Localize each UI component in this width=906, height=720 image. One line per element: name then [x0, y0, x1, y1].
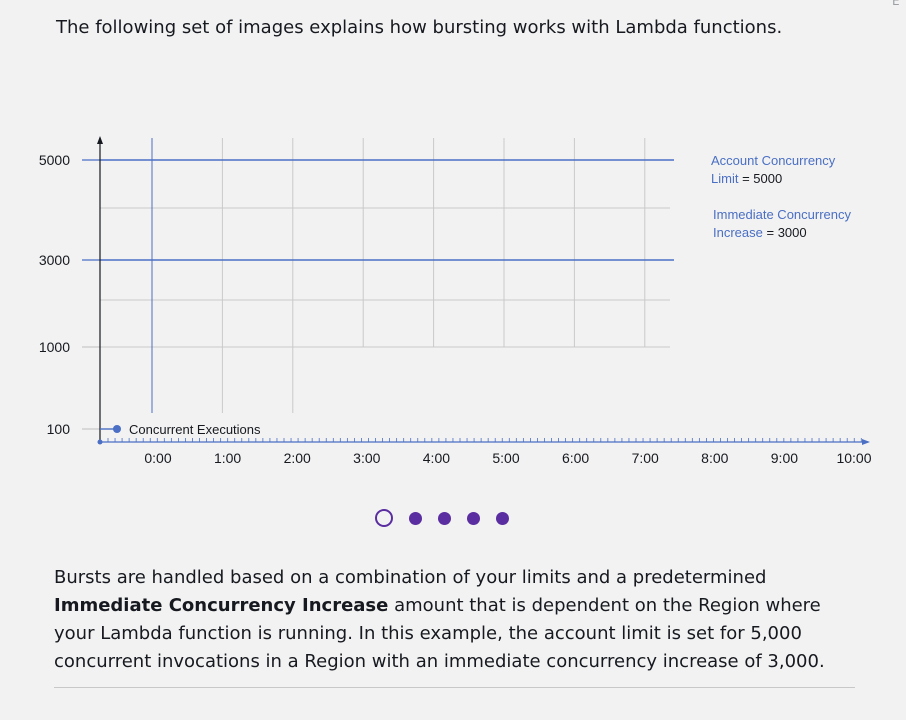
x-tick-label-10:00: 10:00 [836, 450, 871, 466]
annotation-account-limit-line1: Account Concurrency [711, 153, 836, 168]
series-label-0: Concurrent Executions [129, 422, 261, 437]
y-tick-label-5000: 5000 [39, 152, 70, 168]
slide-description: Bursts are handled based on a combinatio… [54, 564, 864, 676]
annotation-immediate-increase-value: = 3000 [766, 225, 807, 240]
annotation-account-limit: Account Concurrency Limit = 5000 [711, 152, 835, 188]
slide-pager [375, 509, 509, 527]
x-tick-label-7:00: 7:00 [632, 450, 659, 466]
x-tick-label-8:00: 8:00 [701, 450, 728, 466]
y-tick-label-100: 100 [47, 421, 71, 437]
divider [54, 687, 855, 688]
annotation-immediate-increase-line1: Immediate Concurrency [713, 207, 851, 222]
annotation-account-limit-label: Limit [711, 171, 739, 186]
description-bold: Immediate Concurrency Increase [54, 595, 389, 616]
burst-chart: 5000 3000 1000 100 0:00 1:00 2:00 3:00 4:00 5:00 6… [39, 136, 872, 466]
x-tick-label-9:00: 9:00 [771, 450, 798, 466]
x-tick-label-3:00: 3:00 [353, 450, 380, 466]
pager-dot-1[interactable] [375, 509, 393, 527]
y-tick-label-1000: 1000 [39, 339, 70, 355]
annotation-immediate-increase-label: Increase [713, 225, 763, 240]
x-tick-label-2:00: 2:00 [284, 450, 311, 466]
annotation-immediate-increase: Immediate Concurrency Increase = 3000 [713, 206, 851, 242]
x-tick-label-1:00: 1:00 [214, 450, 241, 466]
x-tick-label-5:00: 5:00 [492, 450, 519, 466]
y-tick-label-3000: 3000 [39, 252, 70, 268]
description-part2: amount that is dependent on the Region w… [54, 595, 825, 672]
x-tick-label-0:00: 0:00 [144, 450, 171, 466]
series-point-0 [113, 425, 121, 433]
x-axis-arrow [862, 439, 870, 445]
intro-text: The following set of images explains how… [56, 17, 783, 38]
pager-dot-2[interactable] [409, 511, 422, 525]
axis-origin-dot [97, 439, 103, 445]
x-tick-label-4:00: 4:00 [423, 450, 450, 466]
pager-dot-4[interactable] [467, 511, 480, 525]
annotation-account-limit-value: = 5000 [742, 171, 783, 186]
pager-dot-5[interactable] [496, 511, 509, 525]
description-part1: Bursts are handled based on a combinatio… [54, 567, 767, 588]
edge-glyph: E [892, 0, 900, 8]
pager-dot-3[interactable] [438, 511, 451, 525]
y-axis-arrow [97, 136, 103, 144]
x-tick-label-6:00: 6:00 [562, 450, 589, 466]
